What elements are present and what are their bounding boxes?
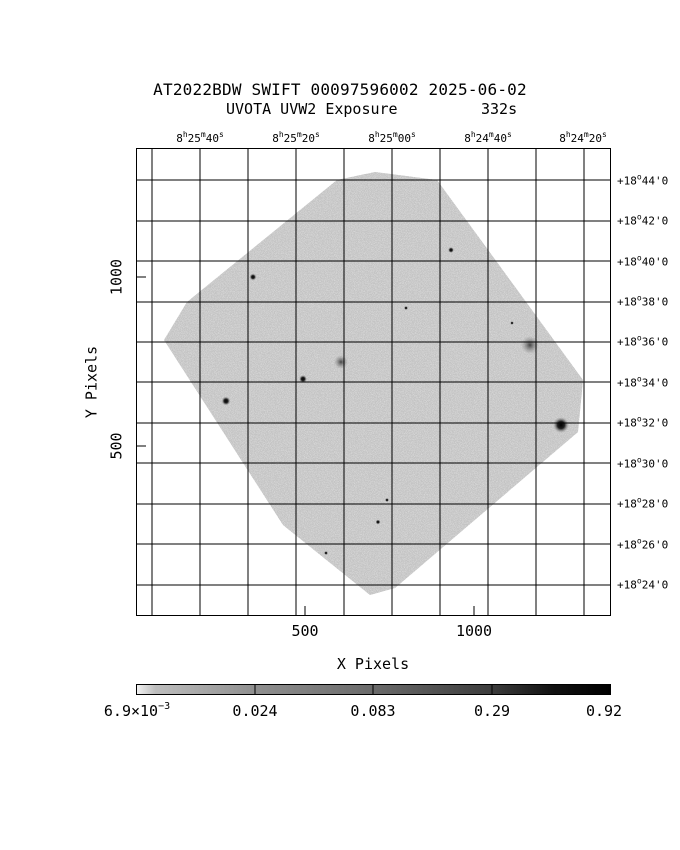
y-axis-title: Y Pixels xyxy=(82,345,101,419)
image-subtitle-exposure: 332s xyxy=(481,100,518,118)
point-source xyxy=(404,306,408,310)
colorbar-label: 0.29 xyxy=(473,702,511,720)
dec-label: +18o38'0 xyxy=(617,293,669,309)
point-source xyxy=(385,498,389,502)
ra-label: 8h25m00s xyxy=(368,130,416,145)
dec-label: +18o44'0 xyxy=(617,172,669,188)
ra-label: 8h24m20s xyxy=(559,130,607,145)
diffuse-source xyxy=(334,355,348,369)
dec-label: +18o30'0 xyxy=(617,455,669,471)
x-axis-title: X Pixels xyxy=(336,655,410,673)
dec-label: +18o40'0 xyxy=(617,253,669,269)
point-source xyxy=(249,273,257,281)
dec-label: +18o36'0 xyxy=(617,333,669,349)
dec-label: +18o28'0 xyxy=(617,495,669,511)
dec-label: +18o26'0 xyxy=(617,536,669,552)
image-subtitle-instrument: UVOTA UVW2 Exposure xyxy=(226,100,398,118)
y-tick-label: 1000 xyxy=(107,258,126,296)
exposure-field xyxy=(164,172,583,595)
pixel-ticks xyxy=(136,276,475,616)
point-source xyxy=(448,247,454,253)
point-source xyxy=(510,321,514,325)
point-source xyxy=(375,519,381,525)
dec-label: +18o42'0 xyxy=(617,212,669,228)
colorbar-label: 0.92 xyxy=(585,702,623,720)
colorbar-label: 0.083 xyxy=(350,702,396,720)
x-tick-label: 1000 xyxy=(455,622,493,640)
colorbar-label: 0.024 xyxy=(232,702,278,720)
colorbar-ticks xyxy=(254,684,493,695)
ra-label: 8h25m40s xyxy=(176,130,224,145)
x-tick-label: 500 xyxy=(291,622,319,640)
ra-label: 8h24m40s xyxy=(464,130,512,145)
coordinate-grid xyxy=(136,148,611,616)
y-tick-label: 500 xyxy=(107,432,126,460)
dec-label: +18o24'0 xyxy=(617,576,669,592)
dec-label: +18o34'0 xyxy=(617,374,669,390)
plot-frame xyxy=(136,148,611,616)
image-title: AT2022BDW SWIFT 00097596002 2025-06-02 xyxy=(153,80,527,99)
point-source xyxy=(324,551,328,555)
point-source xyxy=(299,375,307,383)
dec-label: +18o32'0 xyxy=(617,414,669,430)
colorbar-label: 6.9×10−3 xyxy=(103,701,171,720)
point-source xyxy=(221,396,231,406)
ra-label: 8h25m20s xyxy=(272,130,320,145)
bright-source xyxy=(553,417,569,433)
diffuse-source xyxy=(521,336,539,354)
sources xyxy=(221,247,569,555)
